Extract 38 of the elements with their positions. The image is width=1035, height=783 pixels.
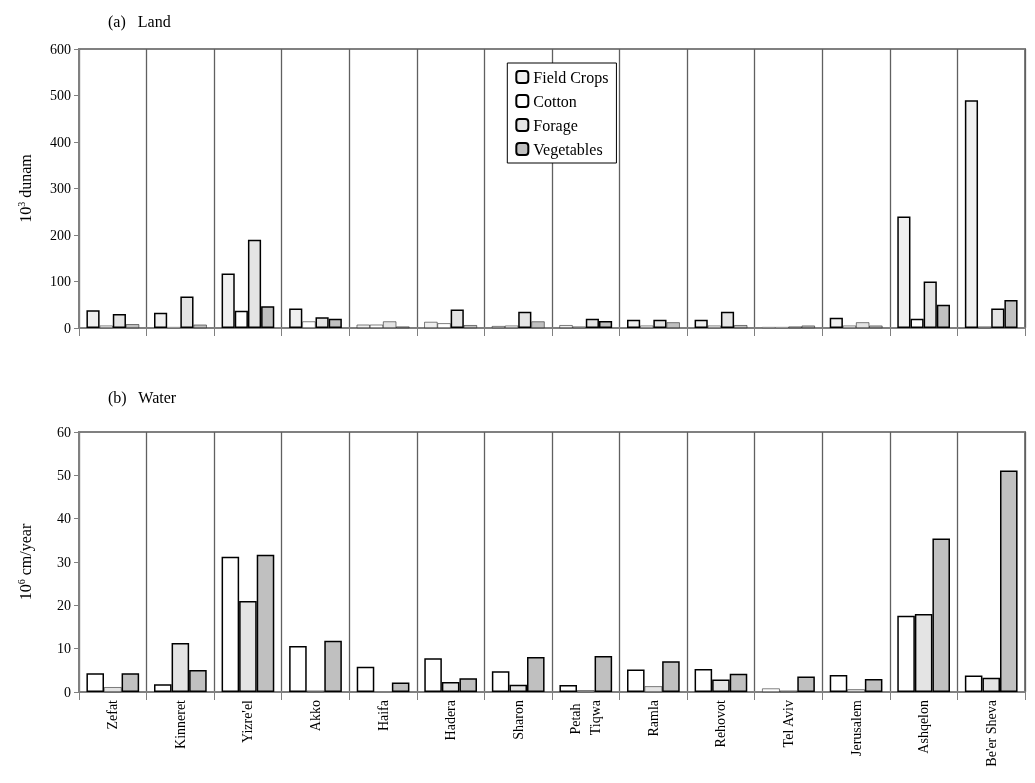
bar bbox=[356, 666, 375, 692]
y-tick-label: 60 bbox=[57, 424, 71, 440]
x-tick-label: Sharon bbox=[510, 700, 526, 740]
y-tick-label: 600 bbox=[50, 41, 71, 57]
y-axis-title: 106 cm/year bbox=[15, 523, 35, 601]
chart-title: (a) Land bbox=[108, 12, 171, 31]
x-tick-label: Jerusalem bbox=[848, 699, 864, 756]
y-axis-title: 103 dunam bbox=[15, 153, 34, 223]
y-tick-label: 400 bbox=[50, 134, 71, 150]
bar bbox=[391, 682, 410, 692]
chart-title: (b) Water bbox=[108, 388, 177, 407]
y-tick-label: 20 bbox=[57, 597, 71, 613]
x-tick-label: Be'er Sheva bbox=[983, 699, 999, 767]
y-tick-label: 40 bbox=[57, 511, 71, 527]
legend-label: Vegetables bbox=[533, 140, 603, 159]
x-tick-label: Zefat bbox=[105, 699, 121, 730]
y-tick-label: 100 bbox=[50, 274, 71, 289]
legend-label: Forage bbox=[533, 116, 578, 135]
x-tick-label: Tel Aviv bbox=[781, 700, 796, 748]
x-tick-label: Haifa bbox=[375, 699, 391, 732]
legend-label: Cotton bbox=[533, 92, 577, 110]
y-tick-label: 300 bbox=[50, 181, 71, 196]
y-tick-label: 200 bbox=[50, 227, 71, 243]
y-tick-label: 30 bbox=[57, 554, 71, 570]
x-tick-label: Kinneret bbox=[172, 699, 188, 749]
y-tick-label: 0 bbox=[64, 684, 71, 700]
x-tick-label: Hadera bbox=[443, 699, 459, 741]
y-tick-label: 0 bbox=[64, 320, 71, 336]
y-tick-label: 50 bbox=[57, 467, 71, 483]
y-tick-label: 10 bbox=[57, 641, 71, 657]
x-tick-label: Rehovot bbox=[713, 699, 729, 748]
legend-label: Field Crops bbox=[533, 68, 609, 87]
x-tick-label: Ramla bbox=[645, 699, 661, 737]
x-tick-label: Petah Tiqwa bbox=[568, 699, 604, 736]
x-tick-label: Ashqelon bbox=[916, 700, 932, 754]
x-tick-label: Akko bbox=[308, 700, 323, 732]
y-tick-label: 500 bbox=[50, 88, 71, 103]
x-tick-label: Yizre'el bbox=[240, 699, 256, 743]
